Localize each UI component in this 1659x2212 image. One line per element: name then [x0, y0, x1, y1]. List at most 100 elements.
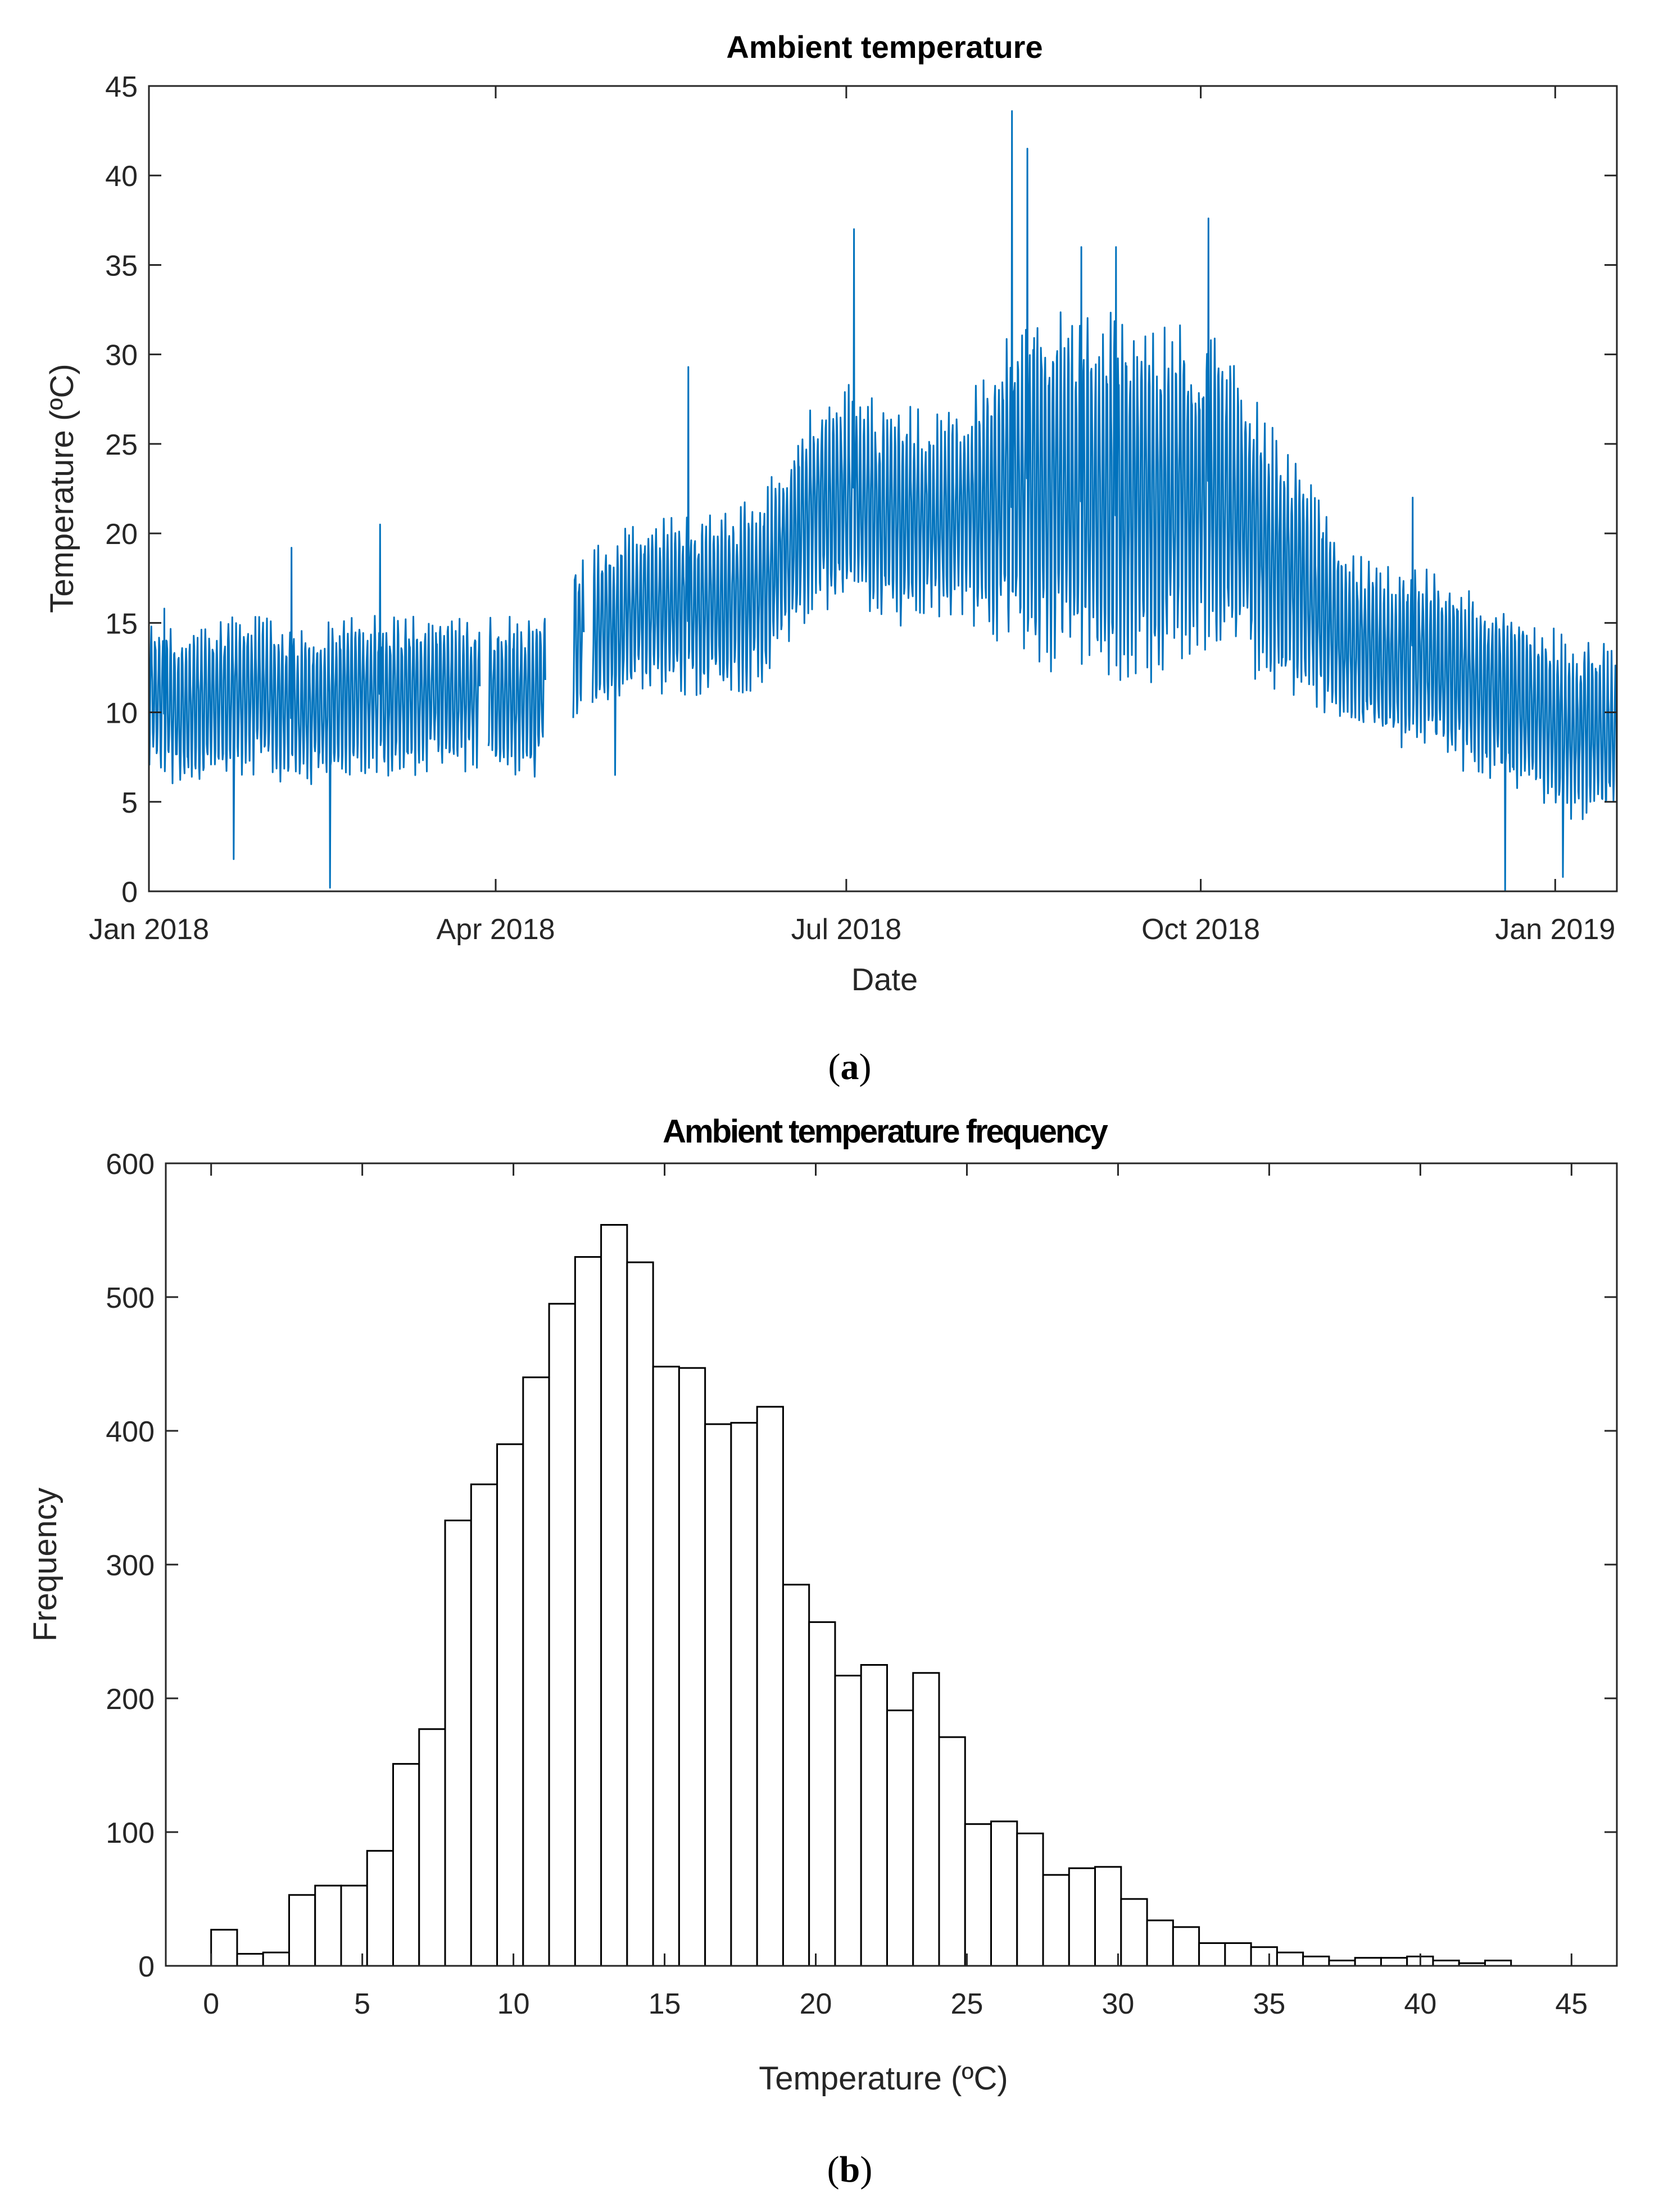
- chart-a-ytick-label: 45: [105, 71, 138, 103]
- histogram-bar: [210, 1929, 238, 1967]
- histogram-bar: [1120, 1898, 1148, 1967]
- histogram-bar: [574, 1256, 602, 1967]
- chart-a-series-line: [487, 615, 546, 778]
- chart-a-series-line: [591, 110, 1618, 892]
- chart-a-ytick-label: 0: [121, 876, 138, 909]
- histogram-bar: [1354, 1957, 1382, 1967]
- histogram-bar: [444, 1519, 472, 1967]
- histogram-bar: [1146, 1919, 1174, 1967]
- histogram-bar: [392, 1763, 420, 1967]
- chart-b-xtick-label: 30: [1102, 1988, 1135, 2020]
- chart-b-bars: [210, 1223, 1512, 1967]
- histogram-bar: [1042, 1874, 1070, 1967]
- ambient-temperature-line-chart: Ambient temperature 0 5 10 15 20 25 30 35 40 45 J…: [44, 29, 1618, 1087]
- ambient-temperature-frequency-histogram: Ambient temperature frequency 0100200300…: [27, 1113, 1618, 2190]
- histogram-bar: [1094, 1866, 1122, 1967]
- chart-a-ytick-label: 25: [105, 429, 138, 461]
- histogram-bar: [288, 1894, 316, 1967]
- histogram-bar: [678, 1367, 706, 1967]
- histogram-bar: [1302, 1955, 1330, 1967]
- histogram-bar: [1198, 1942, 1226, 1967]
- chart-b-xtick-label: 25: [951, 1988, 983, 2020]
- chart-a-ytick-label: 15: [105, 608, 138, 640]
- chart-b-xtick-label: 5: [354, 1988, 370, 2020]
- chart-a-y-axis: 0 5 10 15 20 25 30 35 40 45: [105, 71, 1617, 909]
- chart-b-title: Ambient temperature frequency: [663, 1113, 1108, 1150]
- chart-a-xtick-label: Jan 2019: [1495, 913, 1615, 946]
- histogram-bar: [652, 1366, 680, 1967]
- chart-a-x-axis: Jan 2018 Apr 2018 Jul 2018 Oct 2018 Jan 2019: [89, 86, 1615, 946]
- histogram-bar: [418, 1728, 446, 1967]
- chart-a-y-axis-label: Temperature (ºC): [44, 364, 80, 613]
- chart-a-series-layer: [148, 110, 1618, 892]
- histogram-bar: [262, 1951, 290, 1967]
- chart-a-xtick-label: Apr 2018: [436, 913, 555, 946]
- histogram-bar: [600, 1223, 628, 1967]
- chart-b-xtick-label: 20: [800, 1988, 832, 2020]
- chart-b-y-axis-label: Frequency: [27, 1488, 64, 1642]
- chart-a-ytick-label: 10: [105, 697, 138, 730]
- histogram-bar: [782, 1584, 810, 1967]
- histogram-bar: [990, 1820, 1018, 1967]
- chart-b-ytick-label: 500: [106, 1282, 155, 1314]
- histogram-bar: [1224, 1942, 1252, 1967]
- histogram-bar: [938, 1736, 966, 1967]
- chart-b-ytick-label: 0: [138, 1951, 155, 1983]
- histogram-bar: [808, 1621, 836, 1967]
- chart-b-ytick-label: 600: [106, 1148, 155, 1181]
- histogram-bar: [1016, 1832, 1044, 1967]
- chart-b-axes-box: [165, 1162, 1618, 1967]
- chart-a-xtick-label: Jul 2018: [791, 913, 902, 946]
- chart-b-ytick-label: 400: [106, 1416, 155, 1448]
- histogram-bar: [496, 1443, 524, 1967]
- histogram-bar: [912, 1672, 940, 1967]
- histogram-bar: [1172, 1926, 1200, 1967]
- chart-a-series-line: [148, 523, 481, 889]
- chart-a-series-line: [572, 559, 585, 718]
- histogram-bar: [1276, 1951, 1304, 1967]
- histogram-bar: [1250, 1946, 1278, 1967]
- histogram-bar: [1380, 1957, 1408, 1967]
- histogram-bar: [366, 1850, 395, 1967]
- chart-a-ytick-label: 35: [105, 250, 138, 282]
- histogram-bar: [626, 1261, 654, 1967]
- histogram-bar: [964, 1823, 992, 1967]
- histogram-bar: [756, 1406, 784, 1967]
- histogram-bar: [834, 1675, 862, 1967]
- caption-a: (a): [828, 1046, 872, 1087]
- chart-b-xtick-label: 35: [1253, 1988, 1285, 2020]
- chart-b-xtick-label: 45: [1555, 1988, 1588, 2020]
- chart-b-xtick-label: 15: [649, 1988, 681, 2020]
- histogram-bar: [340, 1884, 368, 1967]
- chart-b-xtick-label: 10: [497, 1988, 530, 2020]
- histogram-bar: [730, 1422, 758, 1967]
- caption-a-letter: a: [841, 1046, 859, 1087]
- chart-a-xtick-label: Oct 2018: [1141, 913, 1260, 946]
- chart-b-ytick-label: 100: [106, 1817, 155, 1850]
- chart-b-ytick-label: 200: [106, 1683, 155, 1716]
- histogram-bar: [704, 1423, 732, 1967]
- histogram-bar: [886, 1709, 914, 1967]
- chart-a-axes-box: [148, 85, 1618, 892]
- chart-a-xtick-label: Jan 2018: [89, 913, 209, 946]
- histogram-bar: [470, 1483, 498, 1967]
- chart-b-ytick-label: 300: [106, 1549, 155, 1582]
- chart-b-x-axis-label: Temperature (ºC): [759, 2060, 1008, 2097]
- chart-a-ytick-label: 30: [105, 339, 138, 372]
- histogram-bar: [548, 1303, 576, 1967]
- chart-a-ytick-label: 40: [105, 160, 138, 193]
- histogram-bar: [860, 1664, 888, 1967]
- caption-b-letter: b: [840, 2149, 860, 2190]
- histogram-bar: [314, 1884, 342, 1967]
- chart-b-xtick-label: 0: [203, 1988, 219, 2020]
- histogram-bar: [522, 1376, 550, 1967]
- caption-b: (b): [827, 2149, 873, 2190]
- chart-b-y-axis: 0 100 200 300 400 500 600: [106, 1148, 1617, 1983]
- chart-b-xtick-label: 40: [1404, 1988, 1436, 2020]
- histogram-bar: [236, 1953, 264, 1967]
- chart-a-ytick-label: 5: [121, 787, 138, 819]
- chart-a-title: Ambient temperature: [726, 29, 1042, 65]
- chart-b-x-axis: 0 5 10 15 20 25 30 35 40 45: [203, 1163, 1588, 2020]
- chart-a-ytick-label: 20: [105, 518, 138, 551]
- histogram-bar: [1068, 1867, 1096, 1967]
